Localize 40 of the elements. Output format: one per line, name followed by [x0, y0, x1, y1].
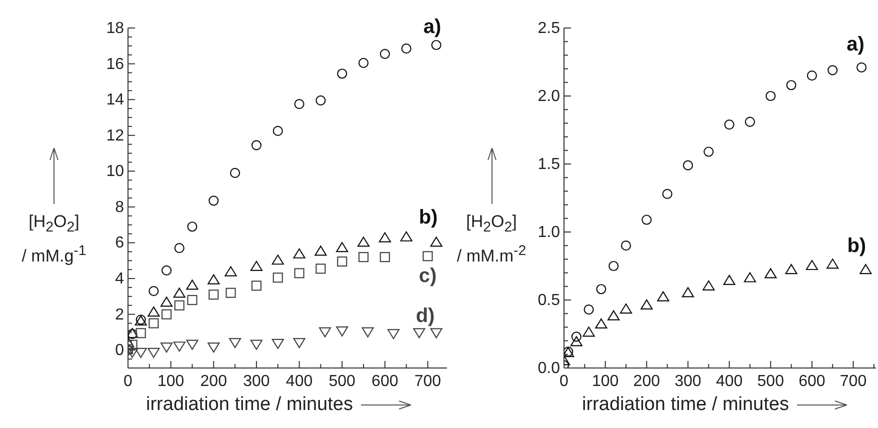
y-tick-label: 1.5	[538, 156, 560, 173]
x-tick-label: 100	[157, 373, 184, 390]
series-label: b)	[847, 235, 866, 258]
x-tick-label: 700	[840, 373, 867, 390]
y-tick-label: 2.0	[538, 88, 560, 105]
y-tick-label: 4	[115, 270, 124, 288]
series-label: a)	[846, 33, 864, 56]
y-tick-label: 0.0	[538, 360, 560, 377]
x-tick-label: 400	[286, 373, 313, 390]
y-tick-label: 18	[106, 20, 124, 37]
x-tick-label: 200	[200, 373, 228, 390]
y-tick-label: 1.0	[538, 224, 560, 241]
x-tick-label: 100	[592, 373, 619, 390]
x-tick-label: 200	[633, 373, 660, 390]
x-tick-label: 500	[328, 373, 356, 390]
series-label: b)	[418, 206, 438, 229]
series-label: c)	[418, 265, 437, 288]
x-tick-label: 400	[716, 373, 743, 390]
y-tick-label: 16	[106, 56, 124, 73]
y-tick-label: 10	[106, 163, 124, 180]
y-tick-label: 2.5	[538, 20, 560, 37]
x-tick-label: 600	[372, 373, 398, 390]
x-axis-title: irradiation time / minutes	[146, 394, 353, 416]
x-tick-label: 600	[798, 373, 826, 390]
x-tick-label: 700	[414, 373, 442, 390]
y-tick-label: 12	[106, 127, 124, 144]
y-tick-label: 8	[115, 198, 124, 216]
y-tick-label: 0.5	[538, 292, 560, 309]
x-tick-label: 300	[674, 373, 702, 390]
y-tick-label: 14	[106, 92, 124, 109]
y-tick-label: 2	[115, 306, 124, 324]
y-tick-label: 0	[115, 342, 124, 360]
x-tick-label: 500	[757, 373, 784, 390]
y-axis-title: [H$_{2}$O$_{2}$] / mM.m$^{-2}$	[456, 211, 526, 268]
y-tick-label: 6	[115, 234, 124, 252]
series-label: a)	[423, 16, 442, 38]
x-tick-label: 300	[243, 373, 270, 390]
y-axis-title: [H$_{2}$O$_{2}$] / mM.g$^{-1}$	[22, 211, 86, 268]
x-axis-title: irradiation time / minutes	[582, 394, 789, 416]
series-label: d)	[416, 305, 435, 328]
